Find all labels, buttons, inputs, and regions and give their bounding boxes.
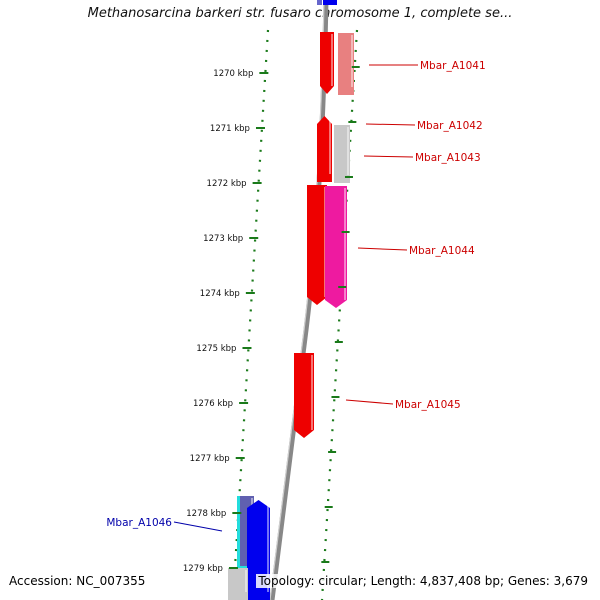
gene-mbar-a1043-body <box>334 125 350 183</box>
genome-summary-text: Topology: circular; Length: 4,837,408 bp… <box>256 574 590 588</box>
gene-mbar-a1041-pair-shine <box>351 35 353 87</box>
ruler-tick-label: 1270 kbp <box>213 69 253 79</box>
gene-label: Mbar_A1045 <box>395 399 461 411</box>
gene-mbar-a1045-shine <box>311 355 313 430</box>
gene-bottom-gray-body <box>228 568 248 600</box>
gene-label: Mbar_A1042 <box>417 120 483 132</box>
gene-leader-line <box>363 155 414 158</box>
gene-top-partial <box>323 0 337 5</box>
gene-leader-line <box>345 399 394 405</box>
gene-mbar-a1045 <box>294 353 314 438</box>
gene-mbar-a1041 <box>320 32 334 94</box>
gene-top-partial-edge-body <box>317 0 322 5</box>
right-dotted-track <box>320 29 359 600</box>
gene-mbar-a1045-body <box>294 353 314 438</box>
gene-leader-line <box>365 123 416 126</box>
gene-mbar-a1044-shine <box>344 188 346 300</box>
gene-mbar-a1042 <box>317 116 332 182</box>
ruler-tick-label: 1279 kbp <box>183 564 223 574</box>
gene-mbar-a1044-red <box>307 185 327 305</box>
gene-top-partial-edge <box>317 0 322 5</box>
gene-mbar-a1043 <box>334 125 350 183</box>
gene-mbar-a1044-body <box>325 186 347 308</box>
gene-mbar-a1041-body <box>320 32 334 94</box>
backbone-highlight <box>269 0 325 600</box>
gene-label: Mbar_A1041 <box>420 60 486 72</box>
ruler-tick-label: 1271 kbp <box>210 124 250 134</box>
gene-bottom-gray <box>228 568 248 600</box>
ruler-tick-label: 1276 kbp <box>193 399 233 409</box>
ruler-tick-label: 1274 kbp <box>200 289 240 299</box>
backbone-line <box>269 0 329 600</box>
accession-text: Accession: NC_007355 <box>9 574 146 588</box>
gene-label: Mbar_A1043 <box>415 152 481 164</box>
map-title: Methanosarcina barkeri str. fusaro chrom… <box>87 6 513 21</box>
chromosome-backbone <box>269 0 329 600</box>
gene-mbar-a1044-red-body <box>307 185 327 305</box>
gene-mbar-a1042-shine <box>329 118 331 174</box>
gene-mbar-a1041-shine <box>331 34 333 86</box>
gene-mbar-a1044 <box>325 186 347 308</box>
gene-bottom-gray-shine <box>245 570 247 592</box>
gene-leader-line <box>357 247 408 251</box>
ruler-tick-label: 1278 kbp <box>186 509 226 519</box>
gene-mbar-a1041-pair <box>338 33 354 95</box>
gene-mbar-a1043-shine <box>347 127 349 175</box>
ruler-tick-label: 1272 kbp <box>207 179 247 189</box>
ruler-tick-label: 1273 kbp <box>203 234 243 244</box>
gene-mbar-a1046-blue-shine <box>267 502 269 592</box>
ruler-tick-label: 1275 kbp <box>196 344 236 354</box>
ruler-tick-label: 1277 kbp <box>190 454 230 464</box>
gene-labels: Mbar_A1041 Mbar_A1042 Mbar_A1043 Mbar_A1044… <box>106 60 486 532</box>
gene-features <box>228 0 354 600</box>
gene-leader-line <box>173 521 223 532</box>
gene-mbar-a1042-body <box>317 116 332 182</box>
gene-top-partial-body <box>323 0 337 5</box>
ruler-ticks: 1270 kbp 1271 kbp 1272 kbp 1273 kbp 1274 kbp… <box>183 66 360 574</box>
gene-label: Mbar_A1046 <box>106 517 172 529</box>
gene-label: Mbar_A1044 <box>409 245 475 257</box>
gene-mbar-a1041-pair-body <box>338 33 354 95</box>
